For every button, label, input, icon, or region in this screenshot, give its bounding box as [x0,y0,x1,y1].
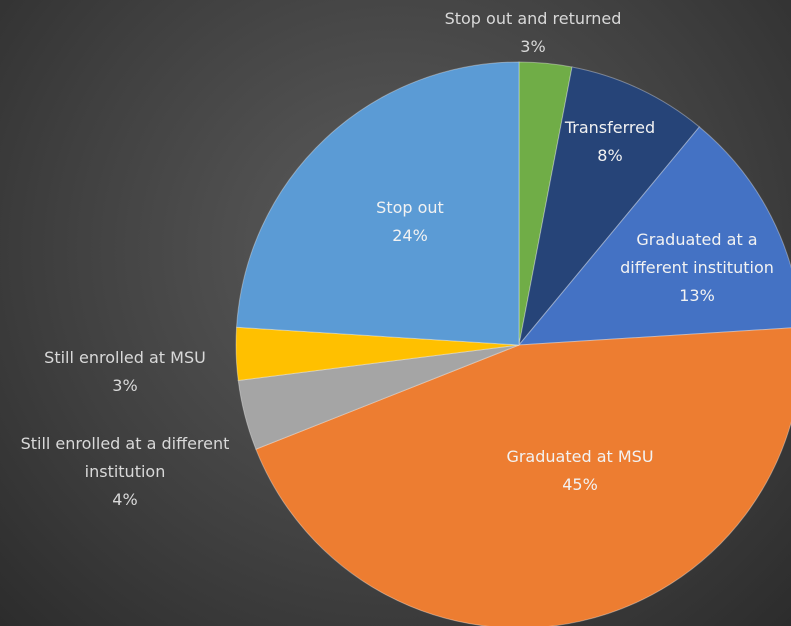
category-label: Stop out and returned [444,9,622,28]
value-label: 4% [112,490,138,509]
pie-slice [255,327,791,626]
category-label: Transferred [564,118,656,137]
slice-label: Graduated at a different institution 13% [612,226,782,310]
slice-label: Transferred 8% [540,114,680,170]
pie-slice [518,61,573,346]
category-label: Graduated at MSU [506,447,654,466]
category-label: Still enrolled at a different institutio… [20,434,230,481]
pie-slice [236,61,520,346]
slice-label: Still enrolled at a different institutio… [0,430,250,514]
category-label: Graduated at a different institution [620,230,774,277]
pie-slice [237,344,520,450]
value-label: 3% [112,376,138,395]
slice-label: Stop out 24% [340,194,480,250]
pie-slice [235,326,520,382]
slice-label: Graduated at MSU 45% [480,443,680,499]
value-label: 45% [562,475,598,494]
slice-label: Still enrolled at MSU 3% [25,344,225,400]
value-label: 8% [597,146,623,165]
value-label: 3% [520,37,546,56]
category-label: Still enrolled at MSU [44,348,206,367]
pie-slice [518,66,701,346]
pie-slice [517,126,791,346]
value-label: 24% [392,226,428,245]
slice-label: Stop out and returned 3% [403,5,663,61]
category-label: Stop out [376,198,444,217]
value-label: 13% [679,286,715,305]
